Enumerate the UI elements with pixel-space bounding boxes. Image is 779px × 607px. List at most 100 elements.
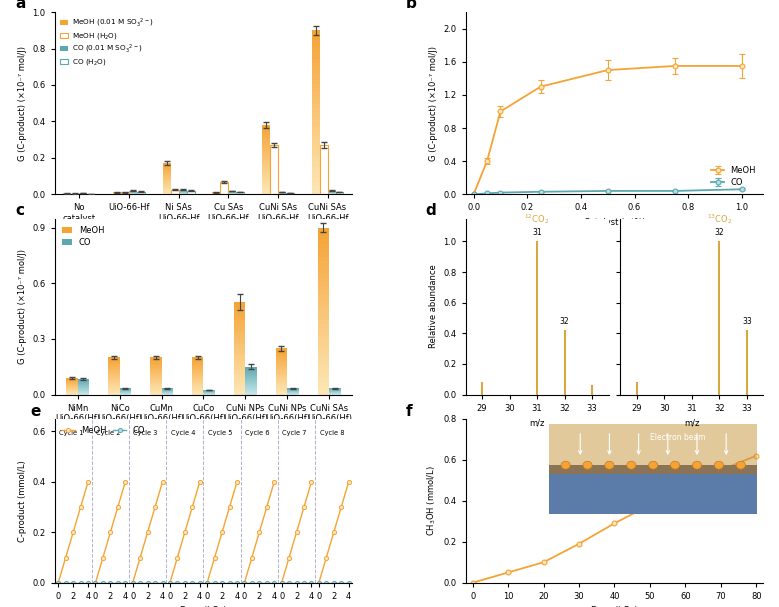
CO <box>314 579 323 586</box>
Bar <box>192 364 203 365</box>
Bar <box>318 345 330 348</box>
Text: a: a <box>16 0 26 12</box>
Bar <box>276 370 287 371</box>
Bar <box>150 387 161 388</box>
Bar <box>108 381 119 382</box>
Bar <box>276 381 287 382</box>
Bar <box>108 384 119 385</box>
Bar <box>163 169 171 170</box>
Bar <box>262 166 270 168</box>
Bar <box>318 240 330 245</box>
Bar <box>312 145 319 149</box>
Bar <box>318 311 330 316</box>
Bar <box>234 385 245 388</box>
CO <box>143 579 152 586</box>
Bar <box>234 392 245 395</box>
CO <box>121 579 130 586</box>
Bar <box>262 175 270 177</box>
Bar <box>163 189 171 191</box>
MeOH <box>344 478 354 486</box>
MeOH <box>91 579 100 586</box>
Bar <box>312 59 319 63</box>
Bar <box>286 193 294 194</box>
Bar <box>108 386 119 387</box>
Bar <box>171 189 178 194</box>
MeOH <box>299 503 308 510</box>
Bar <box>163 163 171 164</box>
MeOH <box>292 529 301 536</box>
Bar <box>262 146 270 148</box>
MeOH <box>98 554 108 561</box>
CO <box>76 579 85 586</box>
Bar <box>163 170 171 171</box>
Bar <box>234 302 245 304</box>
Bar <box>262 160 270 161</box>
Bar <box>276 371 287 373</box>
Bar <box>192 389 203 390</box>
MeOH <box>217 529 227 536</box>
Bar <box>276 373 287 374</box>
MeOH <box>203 579 212 586</box>
Bar <box>312 71 319 75</box>
Bar <box>192 382 203 384</box>
Bar <box>234 388 245 390</box>
Bar <box>245 374 257 375</box>
CO <box>277 579 287 586</box>
Bar <box>318 332 330 336</box>
Bar <box>192 373 203 374</box>
Bar <box>318 299 330 303</box>
MeOH <box>54 579 63 586</box>
Bar <box>262 153 270 154</box>
Bar <box>318 261 330 265</box>
MeOH <box>76 503 85 510</box>
Bar <box>312 104 319 108</box>
Bar <box>234 323 245 325</box>
Text: $^{12}$CO$_2$: $^{12}$CO$_2$ <box>524 212 550 226</box>
Bar <box>108 366 119 367</box>
Bar <box>150 392 161 393</box>
Bar <box>192 391 203 392</box>
CO <box>225 579 234 586</box>
Bar <box>262 186 270 188</box>
Bar <box>312 38 319 42</box>
Bar <box>108 364 119 365</box>
Y-axis label: G (C-product) (×10⁻⁷ mol/J): G (C-product) (×10⁻⁷ mol/J) <box>18 249 26 364</box>
Bar <box>192 362 203 363</box>
CO <box>299 579 308 586</box>
Text: 32: 32 <box>560 317 569 326</box>
MeOH <box>247 554 256 561</box>
Bar <box>262 170 270 172</box>
Bar <box>318 328 330 332</box>
Bar <box>312 120 319 124</box>
Bar <box>108 361 119 362</box>
Bar <box>262 174 270 175</box>
Bar <box>262 189 270 191</box>
CO <box>322 579 331 586</box>
Bar <box>318 294 330 299</box>
Bar <box>192 386 203 387</box>
Bar <box>276 369 287 370</box>
Bar <box>245 389 257 390</box>
Bar <box>234 311 245 313</box>
Bar <box>336 192 344 194</box>
Bar <box>262 134 270 135</box>
Bar <box>312 75 319 80</box>
Bar <box>318 319 330 324</box>
Bar <box>220 182 228 194</box>
Text: 33: 33 <box>742 317 752 326</box>
Bar <box>163 191 171 192</box>
Bar <box>312 133 319 137</box>
Bar <box>312 35 319 38</box>
Bar <box>312 186 319 190</box>
Bar <box>276 351 287 353</box>
Bar <box>262 180 270 182</box>
Bar <box>234 332 245 334</box>
Bar <box>234 381 245 383</box>
Bar <box>234 353 245 355</box>
Bar <box>312 108 319 112</box>
Bar <box>234 376 245 378</box>
Bar <box>318 303 330 307</box>
Bar <box>163 181 171 182</box>
Bar <box>163 174 171 175</box>
Bar <box>234 339 245 341</box>
